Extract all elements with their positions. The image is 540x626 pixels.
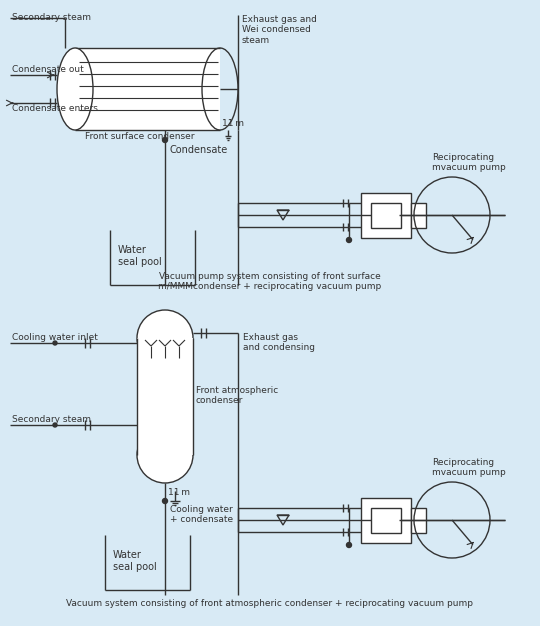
Circle shape	[53, 423, 57, 427]
Text: Condensate out: Condensate out	[12, 65, 84, 74]
Text: Condensate enters: Condensate enters	[12, 104, 98, 113]
Text: Front surface condenser: Front surface condenser	[85, 132, 194, 141]
Text: Water
seal pool: Water seal pool	[113, 550, 157, 572]
Text: Cooling water inlet: Cooling water inlet	[12, 333, 98, 342]
Text: 11 m: 11 m	[168, 488, 190, 497]
Text: Vacuum system consisting of front atmospheric condenser + reciprocating vacuum p: Vacuum system consisting of front atmosp…	[66, 599, 474, 608]
Circle shape	[347, 543, 352, 548]
Circle shape	[163, 498, 167, 503]
Text: Reciprocating
mvacuum pump: Reciprocating mvacuum pump	[432, 458, 506, 477]
Bar	[411, 203, 426, 228]
Ellipse shape	[137, 310, 193, 366]
Bar	[75, 48, 220, 130]
Circle shape	[347, 237, 352, 242]
Text: Vacuum pump system consisting of front surface
m/MMMcondenser + reciprocating va: Vacuum pump system consisting of front s…	[158, 272, 382, 291]
Bar	[371, 508, 401, 533]
Text: Cooling water
+ condensate: Cooling water + condensate	[170, 505, 233, 525]
Text: Secondary steam: Secondary steam	[12, 14, 91, 23]
Ellipse shape	[57, 48, 93, 130]
Text: 11 m: 11 m	[222, 119, 244, 128]
Text: Secondary steam: Secondary steam	[12, 415, 91, 424]
Text: Exhaust gas
and condensing: Exhaust gas and condensing	[243, 333, 315, 352]
Bar	[137, 338, 193, 455]
Text: Water
seal pool: Water seal pool	[118, 245, 162, 267]
Bar	[411, 508, 426, 533]
Bar	[371, 203, 401, 228]
Text: Condensate: Condensate	[170, 145, 228, 155]
Bar	[361, 498, 411, 543]
Text: Reciprocating
mvacuum pump: Reciprocating mvacuum pump	[432, 153, 506, 172]
Circle shape	[53, 341, 57, 345]
Circle shape	[163, 138, 167, 143]
Text: Exhaust gas and
Wei condensed
steam: Exhaust gas and Wei condensed steam	[242, 15, 317, 45]
Text: Front atmospheric
condenser: Front atmospheric condenser	[196, 386, 278, 406]
Bar	[361, 193, 411, 238]
Ellipse shape	[137, 427, 193, 483]
